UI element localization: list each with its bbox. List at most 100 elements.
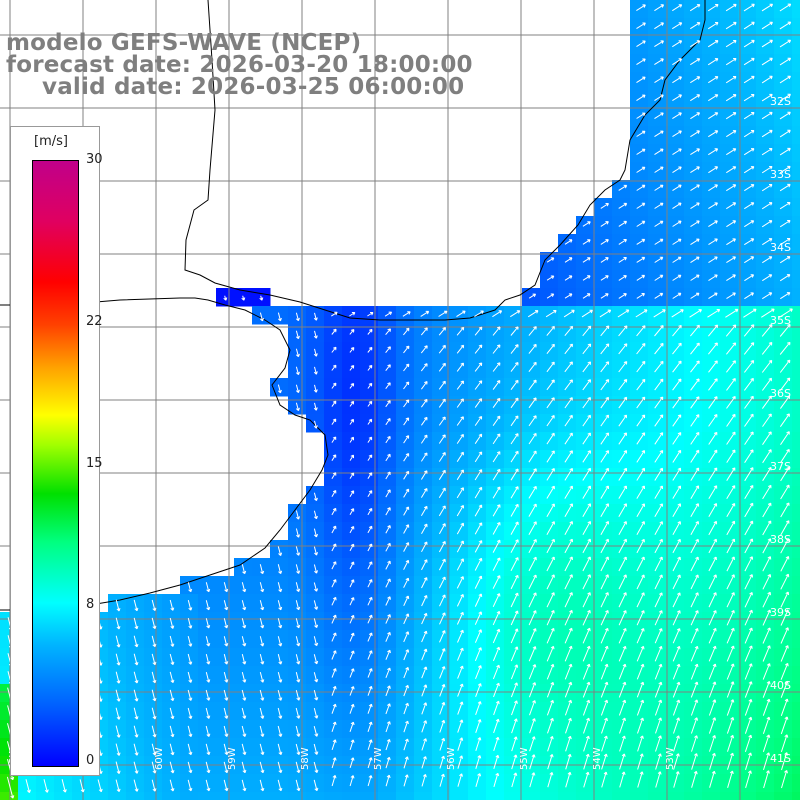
wind-arrow	[510, 415, 519, 427]
wind-arrow	[636, 238, 646, 245]
wind-arrow	[708, 485, 718, 499]
wind-arrow	[743, 148, 755, 156]
wind-arrow	[779, 377, 791, 391]
wind-arrow	[726, 467, 736, 481]
wind-arrow	[636, 485, 645, 499]
wind-arrow	[636, 343, 646, 355]
wind-arrow	[690, 238, 700, 246]
wind-arrow	[546, 450, 555, 463]
wind-arrow	[385, 756, 391, 769]
wind-arrow	[385, 382, 391, 389]
wind-arrow	[672, 292, 682, 299]
lon-label: 58W	[300, 747, 311, 770]
wind-arrow	[565, 735, 572, 752]
wind-arrow	[492, 504, 501, 517]
latitude-labels: 32S 33S 34S 35S 36S 37S 38S 39S 40S 41S	[770, 95, 791, 765]
wind-arrow	[726, 592, 735, 608]
wind-arrow	[403, 488, 410, 498]
wind-arrow	[385, 328, 391, 336]
wind-arrow	[420, 345, 428, 354]
wind-arrow	[726, 342, 737, 355]
wind-arrow	[295, 384, 300, 394]
wind-arrow	[529, 736, 536, 752]
wind-arrow	[169, 653, 175, 665]
wind-arrow	[761, 111, 773, 120]
wind-arrow	[600, 275, 609, 281]
colorbar-tick-label: 8	[86, 597, 95, 613]
wind-arrow	[690, 556, 699, 572]
wind-arrow	[726, 431, 736, 445]
wind-arrow	[726, 130, 737, 138]
wind-arrow	[421, 666, 428, 679]
wind-cell	[774, 792, 793, 800]
wind-arrow	[581, 309, 593, 318]
wind-arrow	[780, 698, 789, 716]
wind-arrow	[761, 395, 772, 409]
wind-arrow	[761, 57, 773, 66]
wind-arrow	[690, 699, 699, 716]
wind-arrow	[708, 645, 717, 662]
wind-cell	[648, 792, 667, 800]
wind-arrow	[367, 346, 373, 353]
wind-cell	[576, 792, 595, 800]
wind-arrow	[564, 592, 573, 608]
wind-arrow	[367, 364, 373, 371]
wind-arrow	[636, 130, 646, 137]
wind-arrow	[331, 328, 337, 335]
wind-arrow	[619, 753, 626, 770]
wind-cell	[18, 792, 37, 800]
wind-arrow	[385, 631, 391, 642]
wind-arrow	[654, 538, 663, 554]
wind-arrow	[385, 542, 391, 552]
wind-arrow	[187, 653, 193, 665]
wind-arrow	[780, 466, 790, 482]
wind-arrow	[726, 681, 735, 698]
wind-arrow	[169, 779, 175, 792]
wind-arrow	[313, 312, 318, 321]
colorbar-unit: [m/s]	[34, 134, 68, 149]
wind-arrow	[456, 344, 465, 354]
wind-cell	[108, 792, 127, 800]
wind-arrow	[439, 701, 446, 715]
wind-arrow	[456, 310, 466, 318]
wind-arrow	[708, 324, 719, 337]
wind-arrow	[151, 599, 157, 611]
wind-arrow	[708, 112, 719, 120]
wind-arrow	[779, 256, 791, 264]
wind-arrow	[744, 467, 754, 482]
wind-arrow	[763, 770, 770, 789]
wind-arrow	[600, 503, 609, 517]
wind-arrow	[187, 743, 193, 756]
wind-arrow	[564, 609, 573, 626]
wind-arrow	[690, 627, 699, 644]
lon-label: 60W	[154, 747, 165, 770]
wind-arrow	[709, 752, 716, 770]
wind-arrow	[151, 671, 157, 684]
wind-arrow	[727, 752, 734, 770]
wind-arrow	[707, 58, 719, 66]
wind-arrow	[601, 735, 608, 752]
wind-arrow	[780, 716, 789, 735]
wind-arrow	[546, 379, 555, 391]
wind-arrow	[564, 379, 573, 391]
wind-arrow	[223, 671, 229, 683]
wind-arrow	[403, 720, 409, 733]
wind-arrow	[456, 522, 464, 535]
wind-arrow	[672, 58, 683, 66]
wind-arrow	[726, 574, 735, 590]
wind-arrow	[582, 538, 591, 554]
wind-cell	[792, 108, 800, 127]
wind-arrow	[151, 707, 157, 720]
wind-arrow	[780, 645, 789, 662]
wind-arrow	[439, 612, 446, 625]
wind-arrow	[601, 771, 608, 788]
wind-cell	[666, 792, 685, 800]
wind-arrow	[97, 779, 103, 793]
wind-arrow	[762, 238, 773, 246]
wind-arrow	[115, 707, 121, 720]
wind-arrow	[475, 683, 482, 697]
wind-arrow	[510, 557, 519, 572]
wind-arrow	[744, 238, 755, 246]
wind-arrow	[241, 689, 247, 701]
wind-arrow	[403, 327, 410, 336]
